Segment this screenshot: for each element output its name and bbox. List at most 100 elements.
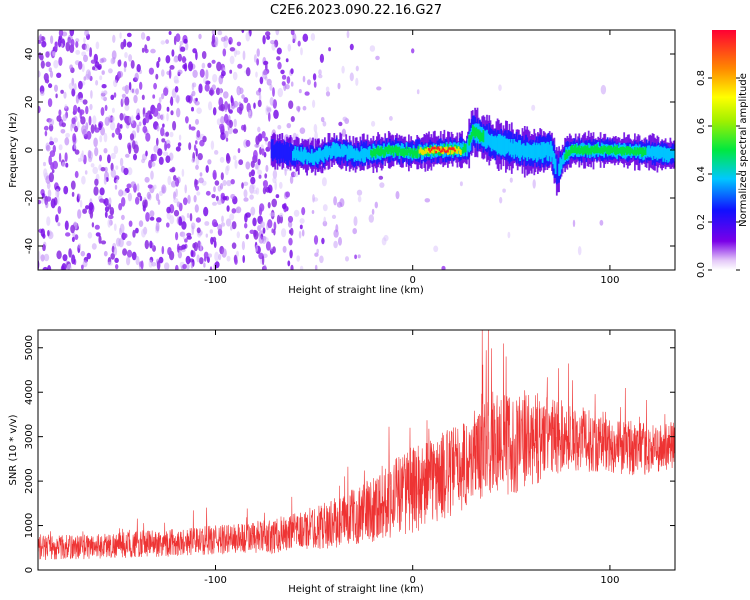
spectrogram-speckle: [177, 53, 182, 62]
spectrogram-signal-cell: [531, 145, 533, 159]
spectrogram-speckle: [287, 260, 291, 267]
spectrogram-speckle: [188, 124, 192, 130]
spectrogram-signal-cell: [501, 135, 504, 155]
spectrogram-speckle: [310, 33, 316, 41]
spectrogram-signal-cell: [525, 145, 527, 158]
spectrogram-signal-cell: [508, 139, 511, 156]
spectrogram-speckle: [149, 210, 155, 218]
spectrogram-speckle: [121, 214, 125, 221]
spectrogram-speckle: [61, 263, 67, 270]
spectrogram-signal-cell: [505, 138, 507, 155]
spectrogram-signal-cell: [413, 148, 416, 156]
spectrogram-speckle: [223, 91, 229, 99]
spectrogram-speckle: [155, 221, 160, 232]
spectrogram-speckle: [110, 121, 116, 131]
spectrogram-speckle: [230, 95, 233, 104]
spectrogram-speckle: [103, 198, 109, 207]
spectrogram-speckle: [128, 54, 133, 62]
spectrogram-speckle: [185, 263, 190, 270]
spectrogram-speckle: [148, 67, 154, 75]
spectrogram-speckle: [209, 229, 213, 234]
spectrogram-speckle: [71, 117, 76, 125]
spectrogram-speckle: [292, 33, 297, 43]
spectrogram-speckle: [207, 159, 212, 165]
spectrogram-signal-cell: [366, 149, 369, 159]
spectrogram-signal-cell: [331, 145, 333, 159]
spectrogram-speckle: [41, 192, 45, 199]
spectrogram-speckle: [90, 163, 95, 168]
spectrogram-speckle: [205, 233, 208, 238]
spectrogram-signal-cell: [442, 147, 445, 150]
spectrogram-speckle: [166, 143, 171, 149]
spectrogram-speckle: [181, 168, 185, 177]
spectrogram-speckle: [48, 123, 54, 132]
spectrogram-signal-cell: [378, 148, 381, 157]
spectrogram-speckle: [288, 100, 294, 109]
spectrogram-speckle: [166, 106, 170, 112]
spectrogram-signal-cell: [590, 146, 592, 155]
spectrogram-speckle: [115, 178, 119, 184]
spectrogram-speckle: [266, 78, 272, 86]
spectrogram-signal-cell: [312, 153, 314, 165]
spectrogram-speckle: [58, 56, 63, 66]
spectrogram-speckle: [103, 148, 108, 154]
spectrogram-speckle: [252, 189, 258, 194]
spectrogram-speckle: [256, 58, 259, 66]
spectrogram-speckle: [258, 207, 263, 216]
spectrogram-speckle: [218, 253, 222, 261]
spectrogram-speckle: [155, 73, 159, 80]
spectrogram-speckle: [245, 67, 251, 77]
spectrogram-speckle: [193, 195, 197, 203]
spectrogram-speckle: [71, 191, 75, 197]
spectrogram-speckle: [313, 123, 318, 133]
spectrogram-speckle: [288, 237, 293, 246]
spectrogram-speckle: [58, 144, 63, 151]
spectrogram-speckle: [86, 252, 92, 260]
spectrogram-signal-cell: [302, 149, 305, 165]
spectrogram-speckle: [507, 231, 511, 239]
spectrogram-signal-cell: [281, 143, 284, 163]
spectrogram-speckle: [100, 167, 106, 172]
spectrogram-signal-cell: [663, 146, 666, 159]
spectrogram-speckle: [280, 69, 285, 75]
spectrogram-speckle: [121, 197, 126, 207]
spectrogram-speckle: [136, 183, 140, 192]
spectrogram-speckle: [245, 233, 249, 240]
spectrogram-signal-cell: [652, 146, 655, 156]
spectrogram-signal-cell: [445, 146, 448, 151]
spectrogram-speckle: [273, 228, 276, 236]
spectrogram-signal-cell: [509, 142, 512, 155]
spectrogram-speckle: [242, 255, 245, 263]
spectrogram-signal-cell: [381, 149, 384, 155]
spectrogram-speckle: [395, 191, 400, 200]
spectrogram-speckle: [239, 103, 244, 112]
spectrogram-signal-cell: [408, 147, 410, 159]
spectrogram-speckle: [262, 69, 268, 80]
spectrogram-speckle: [225, 218, 232, 227]
spectrogram-speckle: [321, 177, 327, 187]
spectrogram-speckle: [167, 175, 172, 186]
spectrogram-signal-cell: [554, 158, 557, 175]
spectrogram-signal-cell: [341, 145, 344, 158]
spectrogram-speckle: [169, 131, 174, 138]
spectrogram-speckle: [118, 203, 123, 211]
spectrogram-speckle: [42, 244, 46, 252]
spectrogram-speckle: [90, 59, 96, 64]
spectrogram-speckle: [165, 55, 171, 64]
spectrogram-speckle: [43, 125, 49, 131]
spectrogram-speckle: [275, 30, 280, 36]
spectrogram-speckle: [232, 128, 238, 134]
spectrogram-speckle: [183, 38, 188, 44]
spectrogram-speckle: [276, 47, 282, 55]
spectrogram-speckle: [108, 214, 114, 220]
spectrogram-signal-cell: [592, 147, 595, 154]
spectrogram-speckle: [63, 185, 69, 195]
spectrogram-signal-cell: [351, 146, 353, 159]
spectrogram-signal-cell: [271, 139, 274, 162]
spectrogram-speckle: [135, 255, 140, 266]
spectrogram-speckle: [226, 154, 231, 164]
spectrogram-speckle: [312, 99, 316, 108]
spectrogram-speckle: [77, 243, 82, 249]
spectrogram-signal-cell: [306, 152, 308, 165]
spectrogram-signal-cell: [566, 151, 569, 159]
